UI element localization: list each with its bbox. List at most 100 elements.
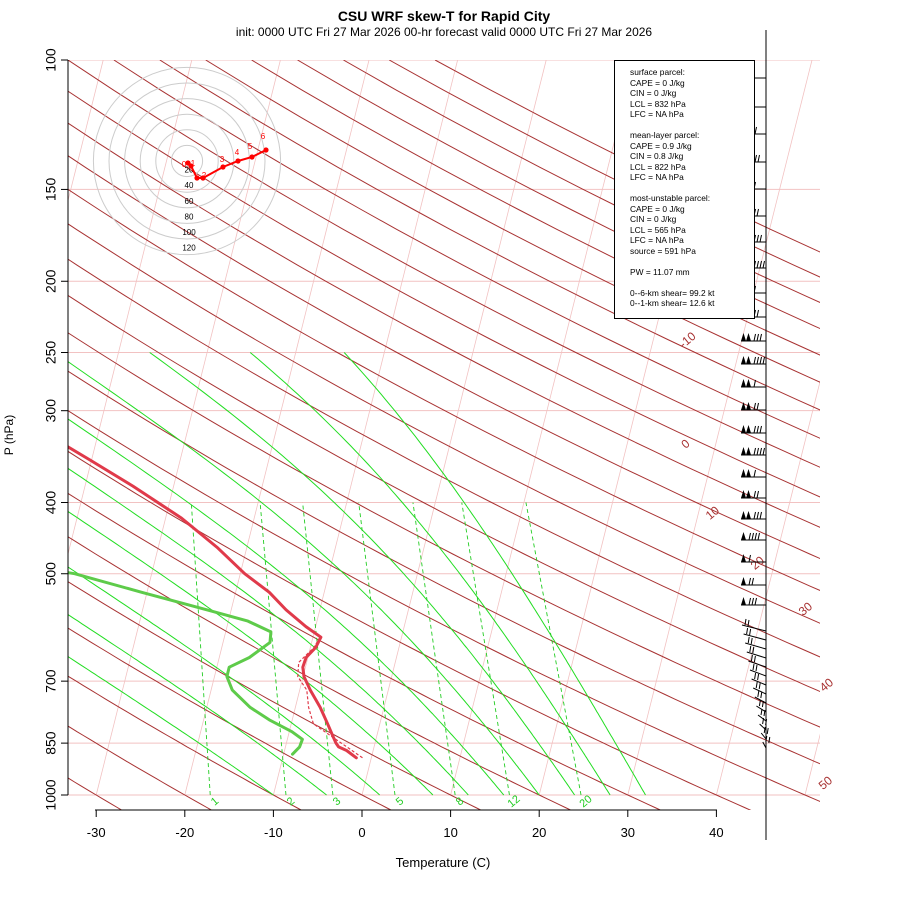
barb-line bbox=[762, 447, 765, 456]
barb-shaft bbox=[745, 642, 767, 650]
hodograph-height-label: 3 bbox=[220, 155, 225, 164]
info-line: CAPE = 0 J/kg bbox=[630, 77, 685, 88]
barb-line bbox=[761, 700, 764, 708]
hodograph-ring bbox=[92, 66, 282, 256]
hodograph-point bbox=[194, 175, 200, 181]
barb-flag bbox=[741, 469, 746, 477]
parcel-trace-line bbox=[297, 636, 363, 759]
info-line: LFC = NA hPa bbox=[630, 109, 684, 119]
parcel-info-box: surface parcel: CAPE = 0 J/kg CIN = 0 J/… bbox=[614, 60, 755, 319]
barb-line bbox=[757, 532, 760, 541]
hodograph-ring bbox=[170, 144, 204, 178]
dry-adiabat bbox=[68, 410, 820, 802]
wind-barb bbox=[741, 554, 766, 563]
wind-barb bbox=[741, 447, 766, 456]
moist-adiabat bbox=[68, 418, 505, 796]
barb-line bbox=[758, 699, 761, 707]
barb-line bbox=[759, 260, 762, 269]
mixing-ratio-line bbox=[412, 502, 456, 796]
mixing-ratio-label: 20 bbox=[578, 793, 595, 810]
barb-line bbox=[757, 673, 760, 681]
barb-line bbox=[756, 356, 759, 365]
barb-line bbox=[756, 490, 759, 499]
pressure-tick-label: 250 bbox=[43, 341, 59, 365]
wind-barb bbox=[741, 425, 766, 434]
barb-shaft bbox=[749, 669, 767, 677]
barb-line bbox=[750, 654, 753, 662]
wind-barb bbox=[741, 597, 766, 606]
moist-adiabat bbox=[68, 655, 274, 796]
isotherm bbox=[450, 60, 636, 796]
barb-line bbox=[752, 646, 755, 654]
pressure-tick-label: 150 bbox=[43, 178, 59, 202]
mixing-ratio-line bbox=[461, 502, 510, 796]
adiabat-label: 0 bbox=[678, 436, 692, 451]
chart-subtitle: init: 0000 UTC Fri 27 Mar 2026 00-hr for… bbox=[235, 25, 653, 39]
hodograph-ring bbox=[124, 98, 250, 224]
isotherm bbox=[184, 60, 370, 796]
info-line: CIN = 0 J/kg bbox=[630, 88, 677, 98]
temperature-tick-label: -20 bbox=[175, 825, 194, 840]
dewpoint-line bbox=[68, 571, 304, 756]
barb-line bbox=[754, 597, 757, 606]
hodograph-point bbox=[188, 163, 194, 169]
barb-line bbox=[759, 447, 762, 456]
barb-flag bbox=[746, 425, 751, 433]
adiabat-label: 50 bbox=[816, 773, 835, 793]
most-unstable-parcel-block: most-unstable parcel: CAPE = 0 J/kg CIN … bbox=[630, 193, 754, 256]
hodograph-height-label: 1 bbox=[191, 159, 196, 168]
barb-flag bbox=[741, 447, 746, 455]
wind-barb bbox=[741, 379, 766, 388]
barb-line bbox=[752, 663, 755, 671]
info-line: PW = 11.07 mm bbox=[630, 266, 690, 277]
hodograph-ring-label: 60 bbox=[185, 197, 194, 206]
y-axis-label: P (hPa) bbox=[2, 415, 16, 455]
barb-shaft bbox=[752, 687, 767, 695]
info-line: LFC = NA hPa bbox=[630, 172, 684, 182]
barb-shaft bbox=[741, 624, 767, 632]
isotherm bbox=[716, 379, 820, 796]
pressure-tick-label: 500 bbox=[43, 562, 59, 586]
hodograph-point bbox=[249, 154, 255, 160]
info-line: most-unstable parcel: bbox=[630, 193, 711, 203]
barb-line bbox=[751, 577, 754, 586]
barb-flag bbox=[746, 379, 751, 387]
profiles bbox=[68, 445, 363, 760]
temperature-tick-label: 30 bbox=[621, 825, 635, 840]
wind-barb bbox=[762, 735, 771, 749]
hodograph-height-label: 2 bbox=[202, 171, 207, 180]
temperature-tick-label: 20 bbox=[532, 825, 546, 840]
chart-title: CSU WRF skew-T for Rapid City bbox=[337, 8, 551, 24]
pressure-tick-label: 400 bbox=[43, 491, 59, 515]
barb-line bbox=[755, 681, 758, 689]
wind-barb bbox=[741, 469, 766, 478]
mean-layer-parcel-block: mean-layer parcel: CAPE = 0.9 J/kg CIN =… bbox=[630, 130, 754, 183]
dry-adiabat bbox=[68, 370, 820, 765]
barb-line bbox=[754, 532, 757, 541]
dry-adiabat bbox=[68, 90, 820, 498]
barb-shaft bbox=[746, 651, 767, 659]
info-line: CAPE = 0 J/kg bbox=[630, 203, 685, 214]
dry-adiabat bbox=[68, 188, 820, 591]
barb-flag bbox=[746, 490, 751, 498]
moist-adiabat bbox=[149, 352, 576, 796]
pressure-tick-label: 1000 bbox=[43, 779, 59, 810]
wind-barb bbox=[752, 681, 767, 695]
barb-line bbox=[748, 597, 751, 606]
adiabat-label: 10 bbox=[703, 503, 722, 523]
barb-line bbox=[749, 628, 752, 636]
barb-line bbox=[760, 691, 763, 699]
temperature-tick-label: 40 bbox=[709, 825, 723, 840]
barb-line bbox=[756, 260, 759, 269]
barb-line bbox=[753, 402, 756, 411]
barb-line bbox=[754, 672, 757, 680]
barb-flag bbox=[746, 469, 751, 477]
hodograph-ring bbox=[108, 82, 266, 240]
mixing-ratio-label: 2 bbox=[285, 795, 297, 808]
hodograph-ring-label: 120 bbox=[182, 244, 196, 253]
barb-line bbox=[753, 490, 756, 499]
info-line: LCL = 822 hPa bbox=[630, 161, 686, 172]
hodograph-ring-label: 20 bbox=[185, 166, 194, 175]
dry-adiabat bbox=[68, 536, 572, 810]
barb-shaft bbox=[748, 660, 767, 668]
